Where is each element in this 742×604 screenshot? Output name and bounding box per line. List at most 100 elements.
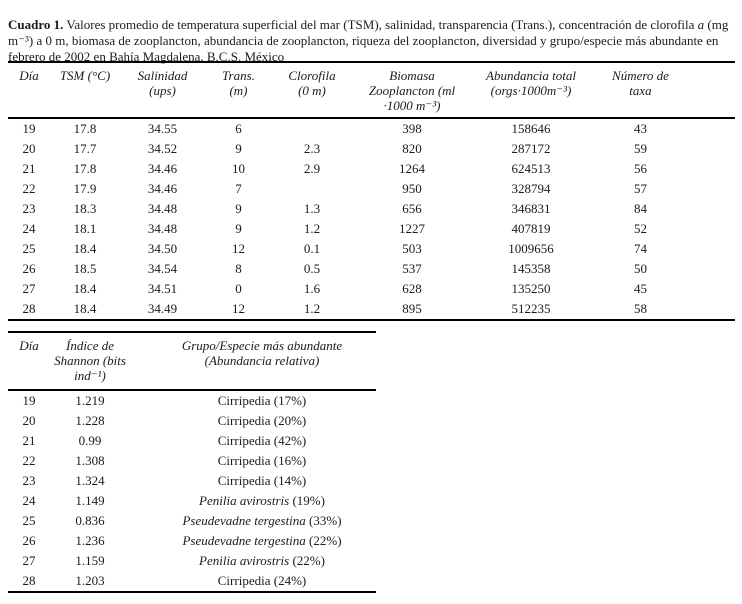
species-name: Cirripedia <box>217 453 271 468</box>
header-grupo-especie: Grupo/Especie más abundante (Abundancia … <box>130 332 376 391</box>
table-cell-dia: 28 <box>22 573 36 588</box>
table-cell: 512235 <box>511 301 551 316</box>
table-cell: 628 <box>402 281 422 296</box>
table-row: 27 18.4 34.51 0 1.6 628 135250 45 <box>8 279 735 299</box>
table-cell: 398 <box>402 121 422 136</box>
table-cell: 328794 <box>511 181 551 196</box>
table-cell-grupo: Pseudevadne tergestina (33%) <box>182 513 342 528</box>
table-cell: 56 <box>634 161 647 176</box>
header-tsm: TSM (°C) <box>50 62 120 119</box>
table-cell: 537 <box>402 261 422 276</box>
table-cell <box>272 179 352 199</box>
table-cell: 18.4 <box>73 241 97 256</box>
header-abundancia: Abundancia total (orgs·1000m⁻³) <box>472 62 590 119</box>
table-cell-shannon: 0.836 <box>75 513 105 528</box>
table-cell-grupo: Cirripedia (17%) <box>217 393 307 408</box>
table-cell: 28 <box>22 301 36 316</box>
table-cell-grupo: Cirripedia (24%) <box>217 573 307 588</box>
table-cell: 18.5 <box>73 261 97 276</box>
table-cell: 34.55 <box>147 121 178 136</box>
table-cell: 26 <box>22 261 36 276</box>
table-row: 27 1.159 Penilia avirostris (22%) <box>8 551 376 571</box>
table-cell: 18.1 <box>73 221 97 236</box>
caption-segment: (mg m⁻³) a 0 m, biomasa de zooplancton, … <box>8 17 729 64</box>
table-cell: 25 <box>22 241 36 256</box>
species-name: Cirripedia <box>217 433 271 448</box>
table-cell: 34.46 <box>147 181 178 196</box>
table-cell-shannon: 1.308 <box>75 453 105 468</box>
caption-segment: Cuadro 1. <box>8 17 64 32</box>
table-row: 19 1.219 Cirripedia (17%) <box>8 390 376 411</box>
table-cell-grupo: Cirripedia (20%) <box>217 413 307 428</box>
table-cell: 34.46 <box>147 161 178 176</box>
table-cell-dia: 20 <box>22 413 36 428</box>
table-cell: 17.8 <box>73 161 97 176</box>
table-cell-shannon: 1.149 <box>75 493 105 508</box>
table-cell-dia: 25 <box>22 513 36 528</box>
table-cell-shannon: 0.99 <box>78 433 102 448</box>
table-cell: 21 <box>22 161 36 176</box>
table-cell-grupo: Pseudevadne tergestina (22%) <box>182 533 342 548</box>
table-cell-dia: 22 <box>22 453 36 468</box>
table-cell-grupo: Cirripedia (16%) <box>217 453 307 468</box>
table-row: 21 0.99 Cirripedia (42%) <box>8 431 376 451</box>
table-cell: 17.8 <box>73 121 97 136</box>
table-cell: 135250 <box>511 281 551 296</box>
table1-header-row: Día TSM (°C) Salinidad (ups) Trans. (m) … <box>8 62 735 119</box>
oceanographic-zooplankton-table: Día TSM (°C) Salinidad (ups) Trans. (m) … <box>8 61 735 321</box>
table-cell: 34.54 <box>147 261 178 276</box>
table-cell-shannon: 1.203 <box>75 573 105 588</box>
table-cell <box>272 118 352 139</box>
table-cell: 346831 <box>511 201 551 216</box>
table-cell: 43 <box>634 121 647 136</box>
table-row: 24 1.149 Penilia avirostris (19%) <box>8 491 376 511</box>
table-cell: 503 <box>402 241 422 256</box>
table-row: 25 0.836 Pseudevadne tergestina (33%) <box>8 511 376 531</box>
table-cell-dia: 23 <box>22 473 36 488</box>
header-numero-taxa: Número de taxa <box>590 62 735 119</box>
table-cell: 820 <box>402 141 422 156</box>
table-cell: 52 <box>634 221 647 236</box>
table-cell: 50 <box>634 261 647 276</box>
table-row: 21 17.8 34.46 10 2.9 1264 624513 56 <box>8 159 735 179</box>
table-cell-dia: 24 <box>22 493 36 508</box>
species-name: Pseudevadne tergestina <box>182 533 306 548</box>
table-cell: 17.9 <box>73 181 97 196</box>
table-cell: 9 <box>235 221 242 236</box>
species-name: Cirripedia <box>217 473 271 488</box>
table-cell-dia: 26 <box>22 533 36 548</box>
table-cell: 1.2 <box>303 221 321 236</box>
table-cell: 1.3 <box>303 201 321 216</box>
table-row: 24 18.1 34.48 9 1.2 1227 407819 52 <box>8 219 735 239</box>
table-cell: 287172 <box>511 141 551 156</box>
species-name: Penilia avirostris <box>199 553 290 568</box>
table-cell: 407819 <box>511 221 551 236</box>
header-salinidad: Salinidad (ups) <box>120 62 205 119</box>
table-cell-shannon: 1.236 <box>75 533 105 548</box>
table-cell: 8 <box>235 261 242 276</box>
header-dia: Día <box>8 332 50 391</box>
table-cell: 895 <box>402 301 422 316</box>
table2-body: 19 1.219 Cirripedia (17%) 20 1.228 Cirripedia… <box>8 390 376 592</box>
table-row: 22 17.9 34.46 7 950 328794 57 <box>8 179 735 199</box>
table-cell-grupo: Cirripedia (14%) <box>217 473 307 488</box>
table-cell-dia: 27 <box>22 553 36 568</box>
caption-segment: Valores promedio de temperatura superfic… <box>63 17 698 32</box>
table-cell: 7 <box>235 181 242 196</box>
table-cell: 34.50 <box>147 241 178 256</box>
caption-segment: a <box>697 17 705 32</box>
table-cell: 45 <box>634 281 647 296</box>
table-cell: 9 <box>235 201 242 216</box>
table-cell: 18.3 <box>73 201 97 216</box>
table-cell: 10 <box>232 161 245 176</box>
table-cell: 18.4 <box>73 301 97 316</box>
table-cell-grupo: Penilia avirostris (19%) <box>199 493 325 508</box>
table-cell: 656 <box>402 201 422 216</box>
table-cell: 9 <box>235 141 242 156</box>
table-cell: 19 <box>22 121 36 136</box>
table-cell: 2.9 <box>303 161 321 176</box>
table-cell-grupo: Cirripedia (42%) <box>217 433 307 448</box>
table-cell: 12 <box>232 301 245 316</box>
table-row: 25 18.4 34.50 12 0.1 503 1009656 74 <box>8 239 735 259</box>
table-cell-shannon: 1.159 <box>75 553 105 568</box>
